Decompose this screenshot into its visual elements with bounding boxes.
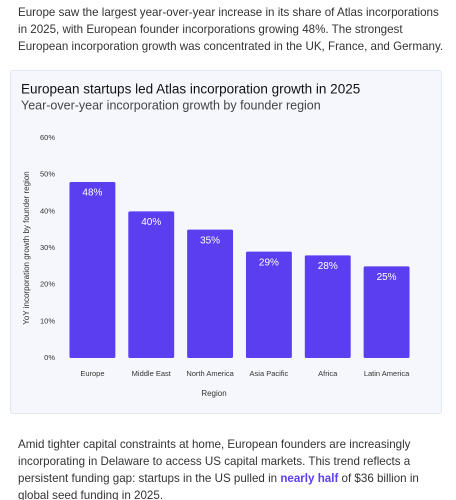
y-tick-label: 10% [40, 316, 55, 325]
bar [245, 251, 292, 358]
y-tick-label: 0% [44, 353, 55, 362]
text: of $36 billion in global seed funding in… [18, 472, 419, 500]
value-label: 28% [318, 261, 338, 272]
bar [69, 182, 116, 358]
x-tick-label: North America [186, 369, 234, 378]
y-tick-label: 20% [40, 280, 55, 289]
y-tick-label: 40% [40, 206, 55, 215]
y-axis-label: YoY incorporation growth by founder regi… [22, 171, 31, 324]
value-label: 29% [259, 257, 279, 268]
x-tick-label: Europe [80, 369, 104, 378]
link[interactable]: nearly half [280, 472, 339, 485]
y-tick-label: 50% [40, 170, 55, 179]
value-label: 35% [200, 235, 220, 246]
bar [304, 255, 351, 358]
x-tick-label: Latin America [364, 369, 410, 378]
value-label: 48% [82, 188, 102, 199]
x-tick-label: Asia Pacific [250, 369, 289, 378]
value-label: 40% [141, 217, 161, 228]
x-tick-label: Middle East [132, 369, 172, 378]
chart: European startups led Atlas incorporatio… [21, 82, 410, 399]
closing-paragraph: Amid tighter capital constraints at home… [18, 436, 446, 500]
value-label: 25% [377, 272, 397, 283]
y-tick-label: 60% [40, 133, 55, 142]
x-tick-label: Africa [318, 369, 338, 378]
bar [187, 229, 234, 358]
x-axis-label: Region [201, 389, 226, 398]
text: Amid tighter capital constraints at home… [18, 438, 411, 485]
chart-card: European startups led Atlas incorporatio… [10, 70, 442, 414]
intro-paragraph: Europe saw the largest year-over-year in… [18, 6, 444, 53]
bar [128, 211, 175, 358]
y-tick-label: 30% [40, 243, 55, 252]
chart-title: European startups led Atlas incorporatio… [21, 82, 360, 97]
bar [363, 266, 410, 358]
chart-subtitle: Year-over-year incorporation growth by f… [21, 98, 321, 112]
